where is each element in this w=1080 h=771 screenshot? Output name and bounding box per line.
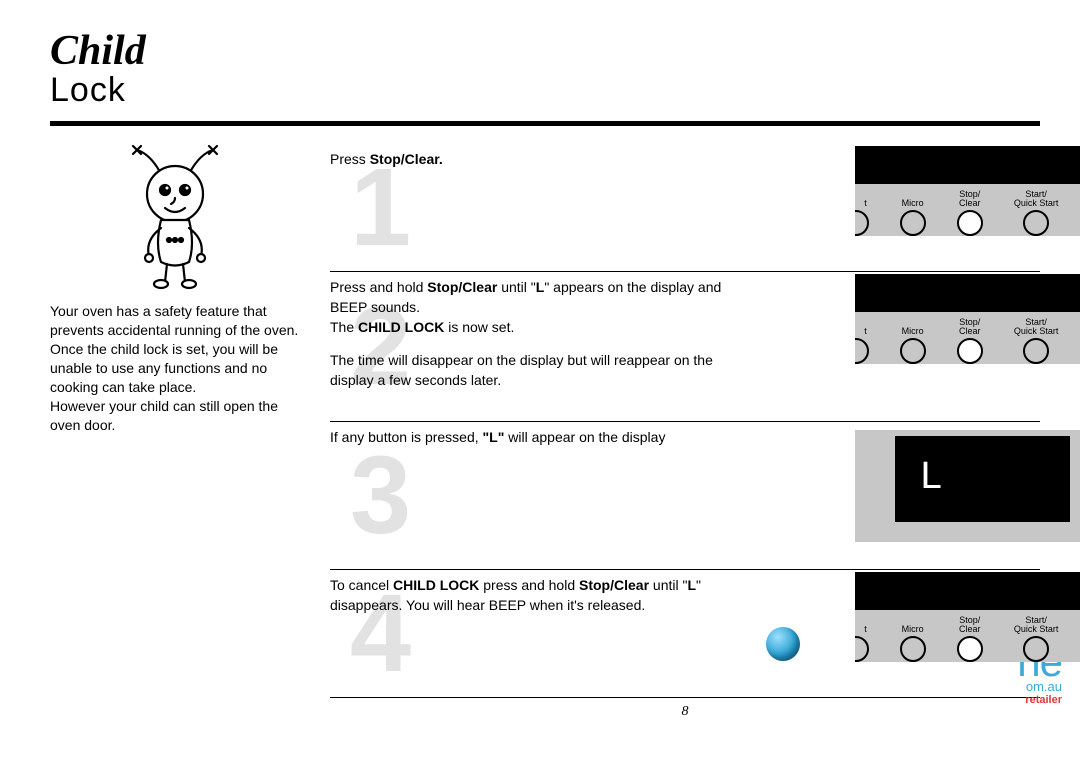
step-4: 4 To cancel CHILD LOCK press and hold St…: [330, 570, 1040, 698]
step-text: If any button is pressed, "L" will appea…: [330, 428, 665, 448]
title-light: Lock: [50, 72, 1040, 109]
intro-text: Your oven has a safety feature that prev…: [50, 302, 300, 434]
title-bold: Child: [50, 30, 1040, 72]
mascot-icon: [115, 144, 235, 294]
stop-clear-button-icon: [957, 338, 983, 364]
step-text: Press Stop/Clear.: [330, 150, 443, 170]
page-number: 8: [330, 704, 1040, 720]
display-L-icon: L: [919, 459, 943, 499]
display-illustration: L: [855, 430, 1080, 542]
step-text: To cancel CHILD LOCK press and hold Stop…: [330, 576, 750, 615]
intro-p1: Your oven has a safety feature that prev…: [50, 303, 298, 395]
control-panel-illustration: t Micro Stop/Clear Start/Quick Start: [855, 274, 1080, 364]
step-text: Press and hold Stop/Clear until "L" appe…: [330, 278, 750, 390]
stop-clear-button-icon: [957, 210, 983, 236]
watermark-globe-icon: [766, 627, 800, 661]
control-panel-illustration: t Micro Stop/Clear Start/Quick Start: [855, 572, 1080, 662]
step-3: 3 If any button is pressed, "L" will app…: [330, 422, 1040, 570]
step-1: 1 Press Stop/Clear. t Micro Stop/Clear S…: [330, 144, 1040, 272]
intro-p2: However your child can still open the ov…: [50, 398, 278, 433]
control-panel-illustration: t Micro Stop/Clear Start/Quick Start: [855, 146, 1080, 236]
divider-rule: [50, 121, 1040, 126]
step-2: 2 Press and hold Stop/Clear until "L" ap…: [330, 272, 1040, 422]
step-number: 3: [350, 441, 411, 551]
page-title: Child Lock: [50, 30, 1040, 109]
stop-clear-button-icon: [957, 636, 983, 662]
panel-btn-micro: Micro: [902, 199, 924, 208]
